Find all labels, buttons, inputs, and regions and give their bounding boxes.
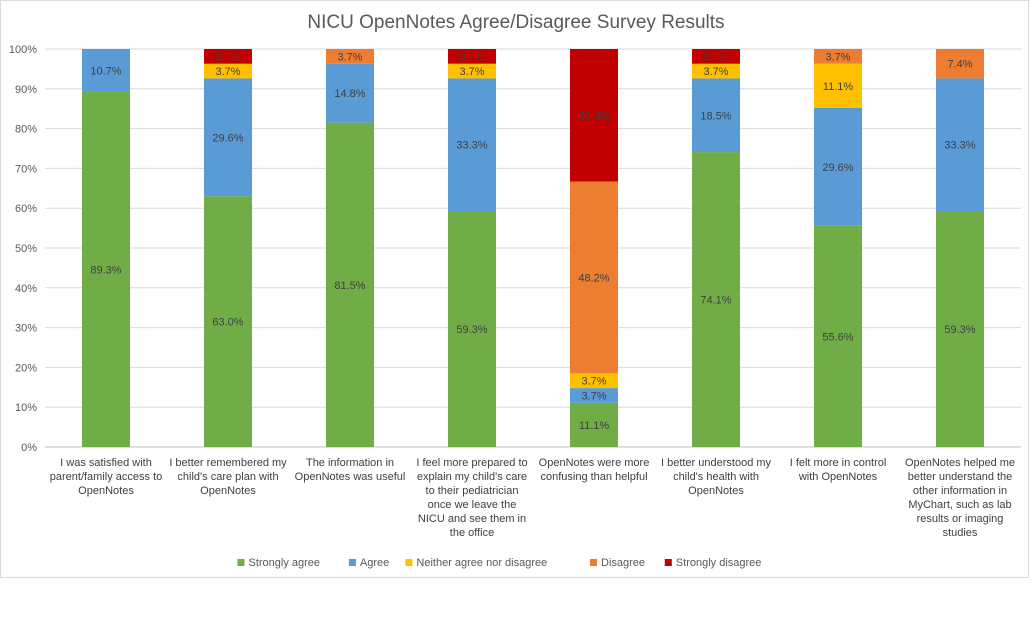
bar-segment xyxy=(692,49,740,64)
data-label: 3.7% xyxy=(459,51,484,63)
data-label: 74.1% xyxy=(700,295,731,307)
bar-segment xyxy=(570,402,618,447)
data-label: 81.5% xyxy=(334,280,365,292)
legend-label: Strongly disagree xyxy=(676,557,762,569)
bar-segment xyxy=(448,63,496,79)
bar-segment xyxy=(814,63,862,108)
y-tick-label: 50% xyxy=(15,243,37,255)
data-label: 33.3% xyxy=(578,110,609,122)
data-label: 3.7% xyxy=(825,51,850,63)
legend-swatch xyxy=(237,559,245,566)
bar-segment xyxy=(570,373,618,389)
data-label: 59.3% xyxy=(944,324,975,336)
legend-item: Neither agree nor disagree xyxy=(405,557,547,569)
data-label: 11.1% xyxy=(579,420,610,432)
y-tick-label: 60% xyxy=(15,203,37,215)
bars xyxy=(82,49,984,447)
data-label: 48.2% xyxy=(578,272,609,284)
bar-segment xyxy=(692,78,740,153)
data-label: 3.7% xyxy=(215,51,240,63)
legend-item: Agree xyxy=(348,557,389,569)
bar-segment xyxy=(326,49,374,64)
data-labels: 89.3% 10.7% 63.0% 29.6% 3.7% 3.7% 81.5% 14.8% 3.… xyxy=(90,51,975,432)
bar-segment xyxy=(204,63,252,79)
legend-label: Agree xyxy=(360,557,389,569)
bar-segment xyxy=(570,49,618,182)
y-tick-label: 90% xyxy=(15,84,37,96)
bar-segment xyxy=(814,107,862,226)
data-label: 10.7% xyxy=(90,65,121,77)
bar-segment xyxy=(204,49,252,64)
data-label: 59.3% xyxy=(456,324,487,336)
legend-label: Strongly agree xyxy=(249,557,321,569)
y-tick-label: 100% xyxy=(9,44,37,56)
data-label: 29.6% xyxy=(212,132,243,144)
data-label: 3.7% xyxy=(337,51,362,63)
y-tick-label: 80% xyxy=(15,124,37,136)
data-label: 33.3% xyxy=(456,140,487,152)
data-label: 55.6% xyxy=(822,331,853,343)
y-tick-label: 30% xyxy=(15,323,37,335)
legend-item: Strongly disagree xyxy=(664,557,762,569)
bar-segment xyxy=(936,49,984,79)
bar-segment xyxy=(814,225,862,447)
data-label: 7.4% xyxy=(947,59,972,71)
data-label: 3.7% xyxy=(581,376,606,388)
data-label: 3.7% xyxy=(581,390,606,402)
data-label: 3.7% xyxy=(703,51,728,63)
data-label: 89.3% xyxy=(90,264,121,276)
data-label: 3.7% xyxy=(459,66,484,78)
legend: Strongly agree Agree Neither agree nor dis… xyxy=(237,557,762,569)
data-label: 29.6% xyxy=(822,162,853,174)
bar-segment xyxy=(814,49,862,64)
bar-segment xyxy=(570,181,618,374)
y-axis-ticks: 0% 10% 20% 30% 40% 50% 60% 70% 80% 90% 100% xyxy=(9,44,37,454)
bar-segment xyxy=(82,49,130,92)
y-tick-label: 70% xyxy=(15,163,37,175)
gridlines xyxy=(45,48,1021,448)
y-tick-label: 10% xyxy=(15,402,37,414)
y-tick-label: 40% xyxy=(15,283,37,295)
bar-segment xyxy=(326,122,374,447)
data-label: 18.5% xyxy=(700,110,731,122)
y-tick-label: 20% xyxy=(15,362,37,374)
y-tick-label: 0% xyxy=(21,442,37,454)
bar-segment xyxy=(204,196,252,447)
bar-segment xyxy=(936,210,984,447)
legend-swatch xyxy=(348,559,356,566)
bar-segment xyxy=(936,78,984,211)
data-label: 63.0% xyxy=(212,317,243,329)
data-label: 11.1% xyxy=(823,81,854,93)
legend-item: Disagree xyxy=(590,557,645,569)
data-label: 14.8% xyxy=(334,88,365,100)
legend-swatch xyxy=(590,559,597,566)
legend-swatch xyxy=(405,559,413,566)
data-label: 3.7% xyxy=(703,66,728,78)
bar-segment xyxy=(448,49,496,64)
bar-segment xyxy=(448,210,496,447)
bar-segment xyxy=(570,388,618,403)
bar-segment xyxy=(692,63,740,79)
bar-segment xyxy=(204,78,252,197)
bar-segment xyxy=(82,91,130,447)
data-label: 33.3% xyxy=(944,140,975,152)
chart-title: NICU OpenNotes Agree/Disagree Survey Res… xyxy=(307,12,724,33)
legend-swatch xyxy=(664,559,672,566)
bar-segment xyxy=(326,63,374,123)
bar-segment xyxy=(448,78,496,211)
legend-item: Strongly agree xyxy=(237,557,321,569)
legend-label: Disagree xyxy=(601,557,645,569)
legend-label: Neither agree nor disagree xyxy=(416,557,547,569)
bar-segment xyxy=(692,152,740,447)
data-label: 3.7% xyxy=(215,66,240,78)
